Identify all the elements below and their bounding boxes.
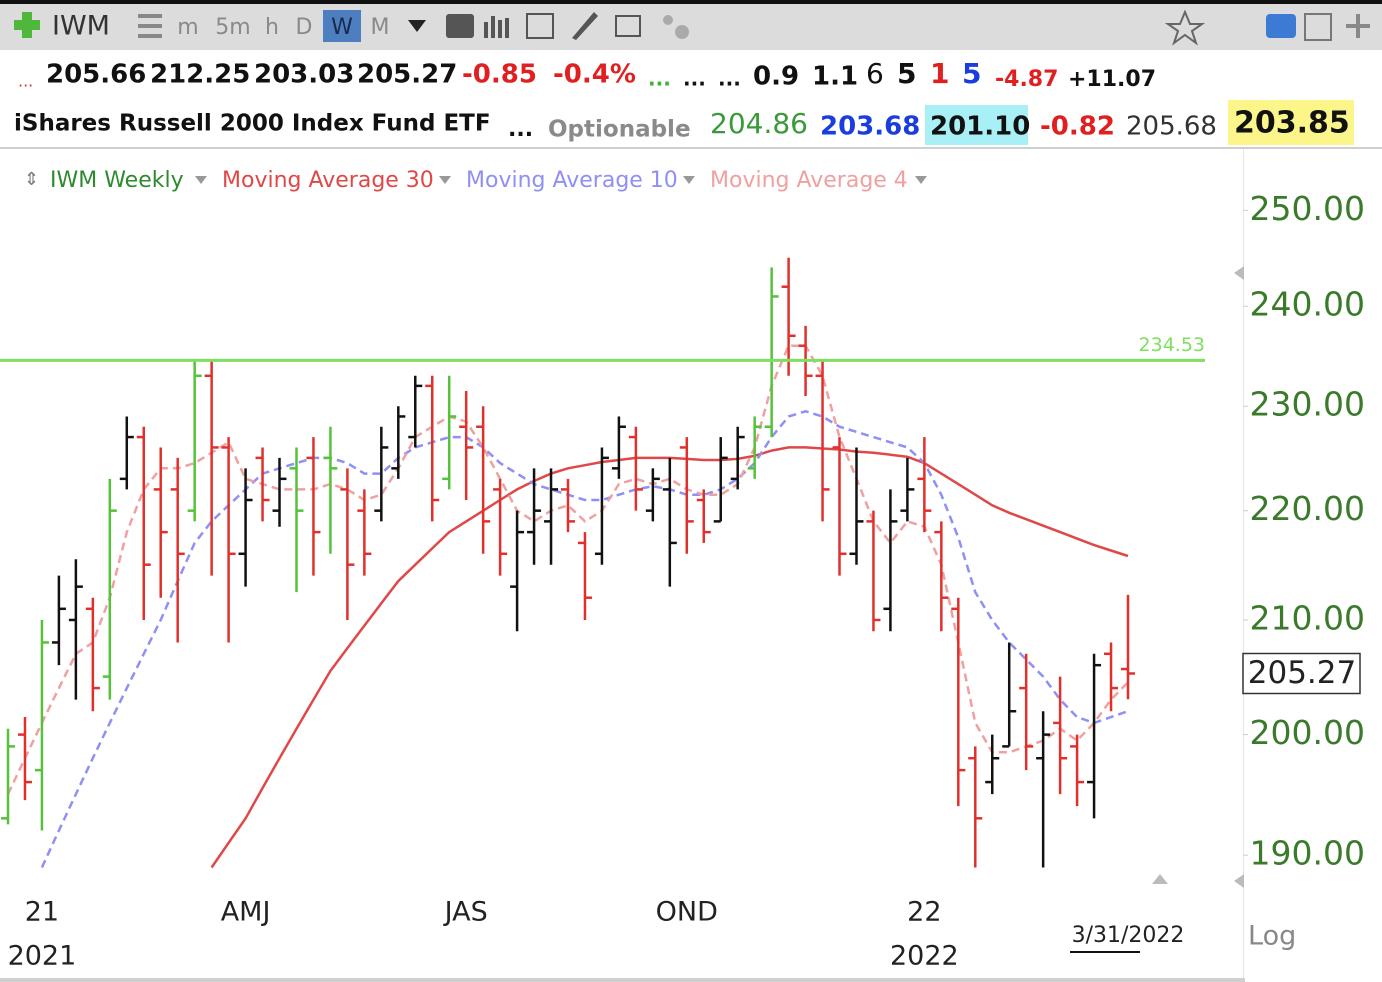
legend-dropdown[interactable] [683,176,695,184]
quote-field: +11.07 [1068,67,1156,92]
level-label: 234.53 [1139,334,1205,356]
x-tick-label: 21 [25,897,59,928]
timeframe[interactable]: D [296,15,313,40]
plot [1,257,1135,869]
x-tick-label: 22 [907,897,941,928]
x-tick-label: OND [656,897,718,928]
quote-field: ... [718,67,741,91]
highlight-yellow [1228,100,1354,145]
axis-border [1243,149,1244,978]
quote-field: ... [648,67,671,91]
quote-field: 1.1 [812,62,858,92]
quote-field: 203.85 [1234,106,1350,141]
y-tick-label: 200.00 [1250,713,1365,752]
scroll-marker[interactable] [1234,874,1244,888]
quote-field: ... [683,67,706,91]
y-tick-label: 220.00 [1250,489,1365,528]
timeframe[interactable]: W [331,15,353,40]
quote-high: 212.25 [150,60,250,90]
list-icon[interactable] [138,14,162,38]
timeframe[interactable]: M [371,15,390,40]
top-border [0,0,1382,4]
legend-price[interactable]: IWM Weekly [50,168,184,193]
y-tick-label: 230.00 [1250,385,1365,424]
quote-low: 203.03 [254,60,354,90]
toolbar [0,0,1382,50]
timeframe[interactable]: m [177,15,198,40]
quote-change: -0.85 [462,60,537,90]
quote-close: 205.27 [357,60,457,90]
quote-open: 205.66 [46,60,146,90]
quote-field: 201.10 [930,112,1030,142]
quote-field: 5 [897,57,916,90]
quote-field: -4.87 [995,67,1058,92]
timeframe-selected-bg [323,10,361,42]
quote-field: 1 [930,57,949,90]
dropdown-icon[interactable] [408,20,426,32]
timeframe[interactable]: 5m [215,15,250,40]
price-box-label: 205.27 [1248,655,1356,691]
y-tick-label: 210.00 [1250,598,1365,637]
add-icon[interactable] [14,12,40,38]
x-tick-label: JAS [443,897,488,928]
bottom-border [0,978,1245,982]
optionable: Optionable [548,117,691,143]
scale-label[interactable]: Log [1248,921,1296,952]
security-name: iShares Russell 2000 Index Fund ETF [14,111,491,137]
legend-dropdown[interactable] [915,176,927,184]
legend-dropdown[interactable] [195,176,207,184]
x-year-label: 2021 [8,941,77,972]
quote-field: 205.68 [1126,112,1217,142]
x-year-label: 2022 [890,941,959,972]
x-tick-label: AMJ [221,897,271,928]
y-tick-label: 250.00 [1250,189,1365,228]
y-tick-label: 240.00 [1250,285,1365,324]
quote-field: 5 [962,57,981,90]
quote-field: -0.82 [1040,112,1115,142]
drag-handle[interactable]: ⇕ [24,169,39,190]
legend-entry[interactable]: Moving Average 30 [222,168,434,193]
quote-change-pct: -0.4% [553,60,636,90]
legend-dropdown[interactable] [439,176,451,184]
quote-field: 204.86 [710,107,808,140]
separator [0,147,1382,149]
price-box [1242,652,1361,695]
chart-tools[interactable] [446,9,1370,46]
quote-field: ... [508,117,533,142]
y-tick-label: 190.00 [1250,834,1365,873]
quote-field: 6 [866,57,884,90]
legend-entry[interactable]: Moving Average 4 [710,168,908,193]
legend-entry[interactable]: Moving Average 10 [466,168,678,193]
timeframe[interactable]: h [265,15,279,40]
symbol[interactable]: IWM [52,11,110,42]
quote-field: 203.68 [820,112,920,142]
scroll-marker[interactable] [1152,874,1168,884]
quote-lead: ... [18,72,33,91]
quote-field: 0.9 [753,62,799,92]
highlight-cyan [925,105,1028,145]
moving-average [40,409,1129,869]
date-label: 3/31/2022 [1072,923,1185,948]
scroll-marker[interactable] [1234,266,1244,280]
